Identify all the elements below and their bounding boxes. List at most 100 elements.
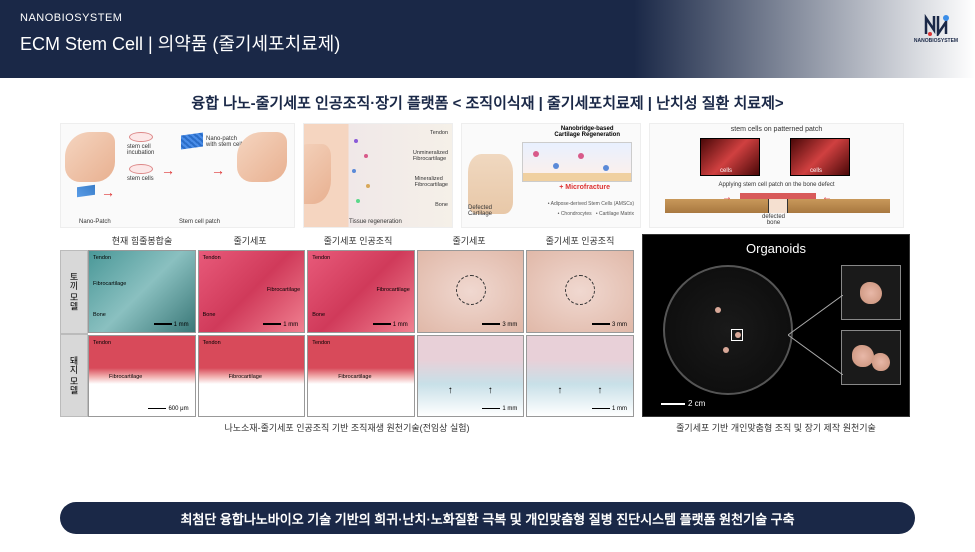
arrow-marker: ↑ bbox=[448, 385, 453, 396]
diagram-row: stem cell incubation stem cells → Nano-p… bbox=[60, 123, 915, 228]
arrow-icon: → bbox=[161, 162, 175, 178]
petri-dish-icon bbox=[129, 164, 153, 174]
organoid-dot bbox=[723, 347, 729, 353]
arrow-icon: → bbox=[101, 184, 115, 200]
row-label-pig: 돼지 모델 bbox=[60, 334, 88, 418]
legend-amsc: • Adipose-derived Stem Cells (AMSCs) bbox=[548, 201, 634, 207]
scale-bar: 600 μm bbox=[148, 406, 188, 412]
organoid-image: Organoids 2 cm bbox=[642, 234, 910, 417]
cell-dot bbox=[364, 154, 368, 158]
scale-bar: 1 mm bbox=[482, 406, 517, 412]
column-headers: 현재 힘줄봉합술 줄기세포 줄기세포 인공조직 줄기세포 줄기세포 인공조직 bbox=[60, 234, 634, 250]
nanopatch-bottom-label: Nano-Patch bbox=[79, 219, 111, 225]
col-header: 줄기세포 bbox=[196, 234, 304, 250]
stemcells-label: stem cells bbox=[127, 176, 154, 182]
zoom-inset bbox=[841, 330, 901, 385]
slide-header: NANOBIOSYSTEM ECM Stem Cell | 의약품 (줄기세포치… bbox=[0, 0, 975, 78]
legend-chond: • Chondrocytes • Cartilage Matrix bbox=[558, 211, 634, 217]
cell-dot bbox=[366, 184, 370, 188]
mineralized-label: Mineralized Fibrocartilage bbox=[415, 176, 448, 188]
col-header: 줄기세포 bbox=[412, 234, 526, 250]
tendon-label: Tendon bbox=[93, 255, 111, 261]
histology-image: ↑ ↑ 1 mm bbox=[526, 335, 634, 418]
patch-icon bbox=[77, 185, 95, 198]
col-header: 줄기세포 인공조직 bbox=[304, 234, 412, 250]
incubation-label: stem cell incubation bbox=[127, 144, 154, 156]
cell-dot bbox=[553, 163, 559, 169]
row-labels: 토끼 모델 돼지 모델 bbox=[60, 250, 88, 417]
patch-title: stem cells on patterned patch bbox=[650, 126, 903, 133]
logo-icon bbox=[922, 14, 950, 36]
fibro-label: Fibrocartilage bbox=[376, 287, 409, 293]
organoid-blob bbox=[872, 353, 890, 371]
cell-dot bbox=[578, 153, 584, 159]
col-header: 줄기세포 인공조직 bbox=[526, 234, 634, 250]
petri-dish bbox=[663, 265, 793, 395]
defect-gap bbox=[768, 199, 788, 213]
tissue-layers-panel: Tendon Unmineralized Fibrocartilage Mine… bbox=[303, 123, 453, 228]
unmineralized-label: Unmineralized Fibrocartilage bbox=[413, 150, 448, 162]
cell-dot bbox=[356, 199, 360, 203]
tissue-regen-label: Tissue regeneration bbox=[349, 219, 402, 225]
fibro-label: Fibrocartilage bbox=[338, 374, 371, 380]
scale-bar: 3 mm bbox=[592, 322, 627, 328]
histology-image: Tendon Fibrocartilage Bone 1 mm bbox=[88, 250, 196, 333]
bone-label: Bone bbox=[435, 202, 448, 208]
apply-label: Applying stem cell patch on the bone def… bbox=[650, 182, 903, 188]
shoulder-illustration bbox=[303, 144, 331, 204]
cells-label: cells bbox=[720, 168, 732, 174]
histology-image: Tendon Fibrocartilage bbox=[198, 335, 306, 418]
regen-title: Nanobridge-based Cartilage Regeneration bbox=[554, 126, 620, 138]
nanopatch-workflow-panel: stem cell incubation stem cells → Nano-p… bbox=[60, 123, 295, 228]
col-header: 현재 힘줄봉합술 bbox=[88, 234, 196, 250]
arrow-icon: → bbox=[722, 192, 732, 203]
legend-matrix-text: Cartilage Matrix bbox=[599, 211, 634, 217]
legend-amsc-text: Adipose-derived Stem Cells (AMSCs) bbox=[551, 201, 634, 207]
arrow-marker: ↑ bbox=[557, 385, 562, 396]
cells-label: cells bbox=[810, 168, 822, 174]
shoulder-illustration bbox=[65, 132, 115, 182]
bone-label: Bone bbox=[93, 312, 106, 318]
tendon-label: Tendon bbox=[93, 340, 111, 346]
nanopatch-icon bbox=[181, 132, 203, 149]
tendon-label: Tendon bbox=[203, 340, 221, 346]
organoid-scale: 2 cm bbox=[661, 399, 705, 408]
histology-image: Tendon Fibrocartilage Bone 1 mm bbox=[198, 250, 306, 333]
arrow-icon: → bbox=[211, 162, 225, 178]
scale-bar: 3 mm bbox=[482, 322, 517, 328]
histology-image: ↑ ↑ 1 mm bbox=[417, 335, 525, 418]
gross-image: 3 mm bbox=[417, 250, 525, 333]
row-label-rabbit: 토끼 모델 bbox=[60, 250, 88, 334]
left-caption: 나노소재-줄기세포 인공조직 기반 조직재생 원천기술(전임상 실험) bbox=[60, 421, 634, 434]
bone-label: Bone bbox=[312, 312, 325, 318]
scale-bar: 1 mm bbox=[263, 322, 298, 328]
zoom-lines bbox=[788, 295, 843, 375]
fibro-label: Fibrocartilage bbox=[229, 374, 262, 380]
petri-dish-icon bbox=[129, 132, 153, 142]
patch-overlay bbox=[740, 193, 816, 199]
fibro-label: Fibrocartilage bbox=[93, 281, 126, 287]
bone-layer bbox=[523, 173, 631, 181]
arrow-icon: ← bbox=[822, 192, 832, 203]
cell-dot bbox=[603, 165, 609, 171]
scale-bar: 1 mm bbox=[373, 322, 408, 328]
arrow-marker: ↑ bbox=[597, 385, 602, 396]
right-caption: 줄기세포 기반 개인맞춤형 조직 및 장기 제작 원천기술 bbox=[642, 421, 910, 434]
gross-image: 3 mm bbox=[526, 250, 634, 333]
company-name: NANOBIOSYSTEM bbox=[20, 12, 955, 24]
tendon-label: Tendon bbox=[312, 255, 330, 261]
regen-diagram bbox=[522, 142, 632, 182]
circle-marker bbox=[456, 275, 486, 305]
histology-grid-section: 현재 힘줄봉합술 줄기세포 줄기세포 인공조직 줄기세포 줄기세포 인공조직 토… bbox=[60, 234, 634, 434]
cartilage-regen-panel: Nanobridge-based Cartilage Regeneration … bbox=[461, 123, 641, 228]
zoom-inset bbox=[841, 265, 901, 320]
tendon-label: Tendon bbox=[312, 340, 330, 346]
scale-bar: 1 mm bbox=[592, 406, 627, 412]
main-title: 융합 나노-줄기세포 인공조직·장기 플랫폼 < 조직이식재 | 줄기세포치료제… bbox=[60, 92, 915, 113]
arrow-marker: ↑ bbox=[488, 385, 493, 396]
histology-image: Tendon Fibrocartilage 600 μm bbox=[88, 335, 196, 418]
stemcellpatch-label: Stem cell patch bbox=[179, 219, 220, 225]
cell-dot bbox=[354, 139, 358, 143]
fibro-label: Fibrocartilage bbox=[267, 287, 300, 293]
cell-dot bbox=[352, 169, 356, 173]
